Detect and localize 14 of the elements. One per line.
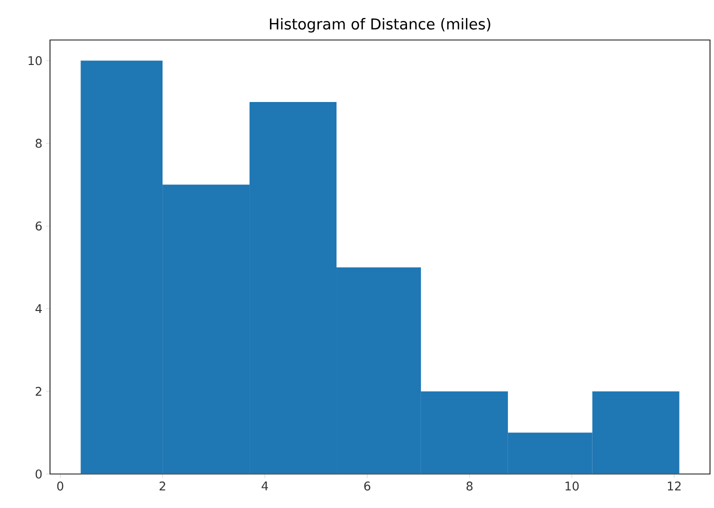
- chart-title: Histogram of Distance (miles): [270, 18, 490, 32]
- x-tick-label: 2: [160, 482, 166, 490]
- x-tick-label: 8: [466, 482, 473, 491]
- y-tick-label: 2: [36, 386, 42, 396]
- x-tick-label: 6: [364, 482, 370, 491]
- y-tick-label: 10: [28, 56, 42, 66]
- x-tick-label: 12: [668, 482, 681, 490]
- y-tick-label: 0: [36, 469, 42, 479]
- y-tick-label: 8: [36, 138, 42, 148]
- y-tick-label: 6: [36, 221, 42, 231]
- x-tick-label: 4: [262, 482, 268, 490]
- y-tick-label: 4: [35, 304, 42, 314]
- x-tick-label: 0: [57, 482, 64, 491]
- x-tick-label: 10: [566, 482, 579, 491]
